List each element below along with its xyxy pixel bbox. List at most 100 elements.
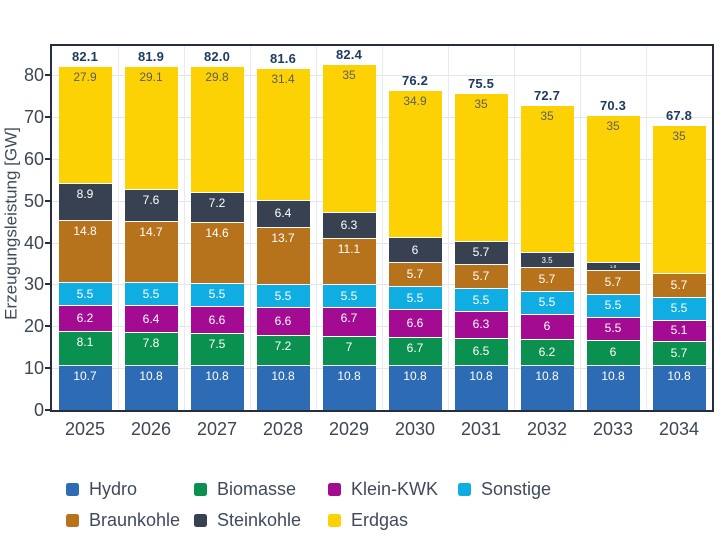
segment-value-label: 3.5 [541,255,553,265]
bar-segment-biomasse-2025: 8.1 [58,331,112,366]
bar-segment-hydro-2034: 10.8 [652,364,706,410]
segment-value-label: 29.8 [205,69,229,84]
y-tick-mark [45,116,51,119]
x-tick-label: 2028 [262,419,304,439]
gridline-vertical [580,46,581,410]
segment-value-label: 6.3 [472,317,490,332]
bar-segment-steinkohle-2025: 8.9 [58,183,112,221]
bar-segment-steinkohle-2033: 1.8 [586,262,640,270]
segment-value-label: 1.8 [609,264,617,270]
segment-value-label: 14.8 [73,224,97,239]
x-tick-label: 2029 [328,419,370,439]
y-tick-mark [45,283,51,286]
bar-total-label: 76.2 [401,73,429,89]
legend-swatch-steinkohle [194,514,207,527]
x-tick-label: 2027 [196,419,238,439]
bar-segment-sonstige-2031: 5.5 [454,288,508,312]
segment-value-label: 10.8 [403,368,427,383]
y-tick-mark [45,74,51,77]
legend-label: Klein-KWK [351,479,439,499]
bar-segment-steinkohle-2031: 5.7 [454,240,508,265]
segment-value-label: 27.9 [73,69,97,84]
legend-label: Braunkohle [89,510,181,530]
bar-segment-hydro-2032: 10.8 [520,364,574,410]
segment-value-label: 10.8 [601,368,625,383]
x-tick-label: 2034 [658,419,700,439]
y-tick-mark [45,157,51,160]
y-tick-label: 50 [23,190,44,211]
segment-value-label: 7.2 [274,338,292,353]
gridline-vertical [316,46,317,410]
segment-value-label: 7.2 [208,195,226,210]
bar-segment-erdgas-2026: 29.1 [124,67,178,190]
bar-segment-klein-kwk-2025: 6.2 [58,305,112,332]
bar-segment-erdgas-2032: 35 [520,105,574,253]
bar-segment-erdgas-2028: 31.4 [256,68,310,200]
y-tick-label: 60 [23,148,44,169]
bar-total-label: 82.0 [203,48,231,64]
bar-total-label: 82.4 [335,47,363,63]
legend-label: Sonstige [481,479,552,499]
bar-segment-klein-kwk-2027: 6.6 [190,305,244,334]
legend-item-steinkohle: Steinkohle [194,510,328,531]
x-tick-label: 2033 [592,419,634,439]
bar-total-label: 75.5 [467,76,495,92]
bar-total-label: 81.6 [269,50,297,66]
bar-segment-sonstige-2028: 5.5 [256,284,310,308]
bar-segment-klein-kwk-2030: 6.6 [388,309,442,337]
bar-segment-sonstige-2032: 5.5 [520,290,574,314]
x-tick-label: 2032 [526,419,568,439]
y-tick-label: 30 [23,274,44,295]
segment-value-label: 10.7 [73,369,97,384]
y-tick-mark [45,409,51,411]
chart-legend: Hydro Biomasse Klein-KWK Sonstige Braunkohle… [66,479,608,531]
bar-segment-braunkohle-2025: 14.8 [58,220,112,283]
segment-value-label: 6.7 [406,340,424,355]
segment-value-label: 6 [543,319,551,334]
y-tick-label: 0 [33,400,44,420]
bar-segment-braunkohle-2029: 11.1 [322,238,376,285]
segment-value-label: 35 [540,108,554,123]
segment-value-label: 5.5 [670,301,688,316]
y-tick-mark [45,199,51,202]
legend-label: Biomasse [217,479,297,499]
legend-swatch-sonstige [458,483,471,496]
segment-value-label: 5.7 [472,269,490,284]
bar-segment-braunkohle-2028: 13.7 [256,226,310,285]
bar-segment-biomasse-2028: 7.2 [256,334,310,365]
legend-label: Erdgas [351,510,409,530]
segment-value-label: 7.8 [142,336,160,351]
segment-value-label: 5.7 [538,271,556,286]
bar-total-label: 70.3 [599,97,627,113]
segment-value-label: 6 [411,242,419,257]
bar-segment-erdgas-2034: 35 [652,126,706,273]
segment-value-label: 5.5 [604,298,622,313]
segment-value-label: 6.3 [340,217,358,232]
segment-value-label: 6.2 [538,344,556,359]
y-tick-label: 10 [23,358,44,379]
bar-segment-biomasse-2027: 7.5 [190,333,244,365]
legend-item-sonstige: Sonstige [458,479,608,500]
segment-value-label: 5.1 [670,323,688,338]
y-tick-label: 40 [23,232,44,253]
bar-segment-steinkohle-2029: 6.3 [322,211,376,239]
y-tick-mark [45,241,51,244]
bar-total-label: 72.7 [533,87,561,103]
segment-value-label: 7.6 [142,193,160,208]
segment-value-label: 6.4 [274,206,292,221]
segment-value-label: 5.7 [406,267,424,282]
segment-value-label: 10.8 [205,368,229,383]
bar-segment-braunkohle-2027: 14.6 [190,221,244,283]
bar-segment-erdgas-2029: 35 [322,65,376,212]
segment-value-label: 6.4 [142,311,160,326]
x-tick-label: 2030 [394,419,436,439]
segment-value-label: 10.8 [139,368,163,383]
bar-segment-hydro-2025: 10.7 [58,365,112,410]
segment-value-label: 6 [609,345,617,360]
bar-segment-sonstige-2029: 5.5 [322,284,376,308]
bar-segment-biomasse-2032: 6.2 [520,338,574,365]
segment-value-label: 34.9 [403,94,427,109]
gridline-vertical [514,46,515,410]
bar-segment-biomasse-2030: 6.7 [388,336,442,365]
gridline-vertical [382,46,383,410]
